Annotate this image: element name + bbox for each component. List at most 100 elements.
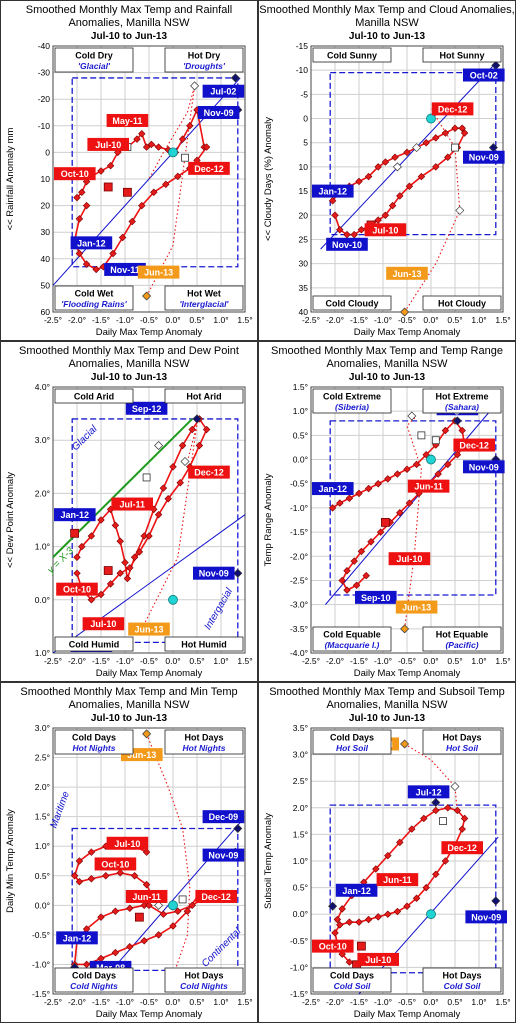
chart-subtitle: Jul-10 to Jun-13 [90,31,168,42]
data-label-box [87,137,129,151]
x-tick-label: -2.0° [326,315,344,325]
line-label: Glacial [70,423,100,453]
data-point [432,134,440,142]
data-point [331,929,339,937]
y-tick-label: 30 [299,259,309,269]
y-tick-label: 0.0° [293,455,308,465]
corner-label-box [164,636,244,652]
corner-label-subtext: Hot Soil [446,743,479,753]
data-point [92,265,100,274]
data-point [70,528,79,538]
corner-label-text: Cold Dry [75,51,113,61]
data-point [432,163,440,171]
x-axis-label: Daily Max Temp Anomaly [354,668,461,679]
data-point [362,571,370,580]
plot-frame [52,727,246,995]
corner-label-subtext: Hot Nights [183,743,226,753]
data-label: Jul-02 [202,84,245,98]
data-point [431,436,440,445]
corner-label: Cold Sunny [312,47,392,63]
x-tick-label: 0.0° [423,656,438,666]
data-point [458,426,466,435]
data-label-text: Jun-13 [127,750,156,760]
corner-label-box [54,47,134,73]
data-point [78,542,86,551]
corner-label-subtext: (Sahara) [445,402,479,412]
data-label-box [125,889,168,903]
x-tick-label: -2.5° [44,656,62,666]
corner-label-subtext: Cold Soil [334,981,371,991]
chart-plot: -2.5° -2.0° -1.5° -1.0° -0.5° 0.0° 0.5° 1.0° 1.5… [5,382,253,679]
data-label: Oct-02 [463,68,505,82]
data-label-box [195,889,237,903]
data-point [134,912,144,922]
data-point [364,484,373,493]
data-label: Jul-10 [82,617,125,631]
y-tick-label: 3.0° [35,723,50,733]
y-tick-label: 2.5° [293,776,308,786]
y-tick-label: 2.0° [293,803,308,813]
y-tick-label: 0 [45,147,50,157]
corner-label: Hot Humid [164,636,244,652]
data-label: Jul-10 [106,836,149,850]
x-tick-label: 1.5° [495,997,510,1007]
x-tick-label: -1.5° [92,315,110,325]
data-point [372,865,380,873]
chart-title: Smoothed Monthly Max Temp and Rainfall A… [25,4,233,29]
x-tick-label: 1.5° [237,315,252,325]
data-label-box [441,841,483,855]
data-label: Nov-09 [463,460,505,474]
data-label-box [453,438,495,452]
data-label: Jul-10 [364,223,407,237]
corner-label: Hot Cloudy [422,295,502,311]
chart-plot: -2.5° -2.0° -1.5° -1.0° -0.5° 0.0° 0.5° 1.0° 1.5… [263,723,511,1020]
data-label: Jan-12 [335,883,378,897]
data-point [388,201,397,210]
data-point [102,872,110,880]
data-point [417,172,426,181]
corner-label-text: Cold Days [330,971,374,981]
x-tick-label: 1.5° [237,656,252,666]
data-label-text: Jun-11 [414,482,443,492]
data-label: Nov-09 [193,566,235,580]
data-point [154,900,164,910]
data-label-text: Dec-12 [447,843,477,853]
data-label-text: Dec-12 [201,892,231,902]
data-point [169,463,177,471]
data-label-box [106,113,149,127]
y-tick-label: -3.5° [290,624,308,634]
data-point [350,557,358,565]
y-tick-label: -0.5° [290,936,308,946]
chart-subtitle: Jul-10 to Jun-13 [348,31,426,42]
chart-plot: -2.5° -2.0° -1.5° -1.0° -0.5° 0.0° 0.5° 1.0° 1.5… [263,382,511,679]
data-point [331,211,339,219]
x-tick-label: -2.5° [44,997,62,1007]
corner-label-text: Hot Humid [181,640,227,650]
corner-label-text: Cold Extreme [323,392,381,402]
data-label-text: Jun-13 [144,268,173,278]
data-point [460,814,469,823]
y-tick-label: 3.0° [293,750,308,760]
y-tick-label: 2.0° [35,782,50,792]
data-label-text: Nov-11 [110,265,140,275]
x-tick-label: -1.5° [350,656,368,666]
corner-label: Hot Extreme(Sahara) [422,388,502,414]
data-label: Oct-10 [54,167,96,181]
data-label: Jan-12 [54,508,96,522]
data-point [420,814,428,823]
chart-panel: Smoothed Monthly Max Temp and Subsoil Te… [258,682,516,1023]
data-point [384,851,392,860]
y-tick-label: 2.5° [35,753,50,763]
data-label: Jun-13 [386,266,428,280]
data-label: May-11 [106,113,149,127]
data-label-box [386,266,428,280]
data-label: Jul-10 [388,552,431,566]
corner-label: Cold Equable(Macquarie I.) [312,626,392,652]
data-point [338,905,346,913]
data-label-text: Jan-12 [319,187,348,197]
data-label-text: Nov-09 [199,569,229,579]
x-tick-label: 0.5° [447,997,462,1007]
data-point [140,937,148,945]
